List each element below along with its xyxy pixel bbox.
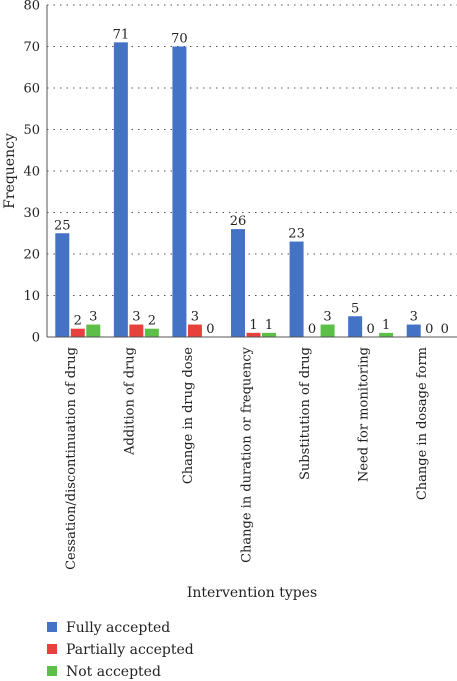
data-label: 23 xyxy=(288,227,305,242)
bar xyxy=(113,42,128,337)
y-tick-label: 20 xyxy=(23,248,40,263)
data-label: 2 xyxy=(74,314,82,329)
data-label: 0 xyxy=(206,322,214,337)
data-label: 0 xyxy=(441,322,449,337)
x-axis-title: Intervention types xyxy=(187,585,317,601)
bar xyxy=(129,324,144,337)
data-label: 70 xyxy=(171,32,188,47)
bar xyxy=(262,332,276,337)
data-label: 2 xyxy=(148,314,156,329)
legend-label: Not accepted xyxy=(66,664,161,680)
data-label: 5 xyxy=(351,301,359,316)
bar xyxy=(320,324,335,337)
category-label: Cessation/discontinuation of drug xyxy=(64,347,79,570)
bar xyxy=(55,233,70,337)
data-label: 3 xyxy=(132,310,140,325)
y-tick-label: 60 xyxy=(23,82,40,97)
category-label: Need for monitoring xyxy=(357,347,372,482)
y-tick-label: 30 xyxy=(23,206,40,221)
legend: Fully accepted Partially accepted Not acce… xyxy=(47,620,194,680)
category-label: Change in drug dose xyxy=(181,347,196,484)
category-label: Change in duration or frequency xyxy=(240,346,255,563)
data-label: 1 xyxy=(249,318,257,333)
y-tick-label: 50 xyxy=(23,123,40,138)
bar xyxy=(172,46,187,337)
bar xyxy=(187,324,202,337)
category-label: Addition of drug xyxy=(122,347,137,456)
data-label: 0 xyxy=(425,322,433,337)
y-tick-label: 40 xyxy=(23,165,40,180)
data-label: 3 xyxy=(89,310,97,325)
data-label: 71 xyxy=(113,27,130,42)
data-label: 3 xyxy=(191,310,199,325)
y-tick-label: 80 xyxy=(23,0,40,14)
legend-label: Partially accepted xyxy=(66,642,194,658)
bar xyxy=(379,332,394,337)
data-label: 0 xyxy=(367,322,375,337)
bar xyxy=(246,332,261,337)
bar xyxy=(86,324,101,337)
data-label: 25 xyxy=(54,218,71,233)
y-axis-ticks: 0 10 20 30 40 50 60 70 80 xyxy=(23,0,40,346)
legend-swatch xyxy=(47,644,57,654)
bars xyxy=(55,42,421,337)
y-axis-title: Frequency xyxy=(2,133,18,209)
bar xyxy=(289,241,304,337)
data-label: 3 xyxy=(323,310,331,325)
legend-label: Fully accepted xyxy=(66,620,170,636)
x-axis-categories: Cessation/discontinuation of drug Additio… xyxy=(64,346,430,570)
bar xyxy=(231,229,245,337)
bar xyxy=(144,328,159,337)
y-tick-label: 10 xyxy=(23,289,40,304)
legend-swatch xyxy=(47,666,57,676)
bar xyxy=(70,328,85,337)
legend-swatch xyxy=(47,622,57,632)
category-label: Substitution of drug xyxy=(298,347,313,480)
data-label: 3 xyxy=(410,310,418,325)
data-label: 0 xyxy=(308,322,316,337)
gridlines xyxy=(47,4,457,296)
bar xyxy=(406,324,421,337)
data-label: 26 xyxy=(230,214,247,229)
y-tick-label: 0 xyxy=(32,331,40,346)
bar xyxy=(348,316,363,337)
category-label: Change in dosage form xyxy=(415,347,430,500)
data-label: 1 xyxy=(382,318,390,333)
y-tick-label: 70 xyxy=(23,40,40,55)
data-label: 1 xyxy=(265,318,273,333)
